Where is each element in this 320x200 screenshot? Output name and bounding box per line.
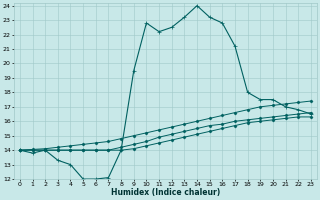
X-axis label: Humidex (Indice chaleur): Humidex (Indice chaleur) (111, 188, 220, 197)
